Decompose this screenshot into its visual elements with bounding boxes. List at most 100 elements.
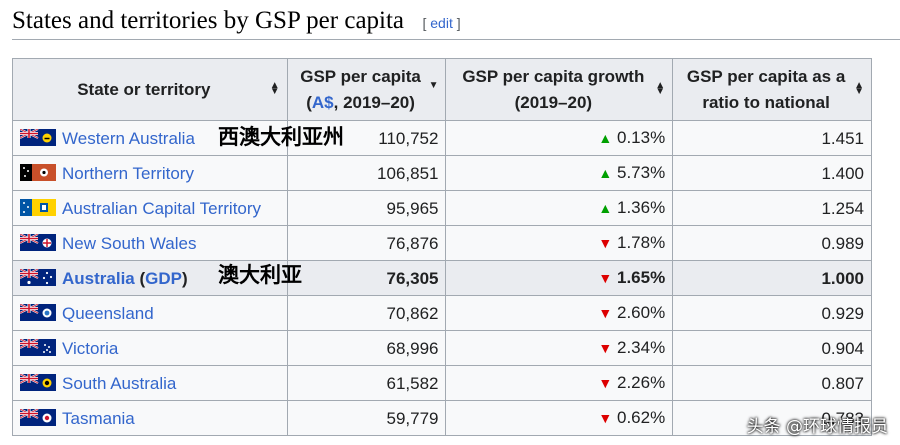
decrease-arrow-icon: ▼ [598, 410, 613, 426]
table-row: Victoria 68,996 ▼ 2.34% 0.904 [12, 330, 872, 366]
region-link[interactable]: Australian Capital Territory [62, 198, 262, 218]
table-row: Western Australia 110,752 ▲ 0.13% 1.451 [12, 120, 872, 156]
ratio-cell: 0.807 [672, 365, 872, 401]
extra-paren-open: ( [134, 268, 146, 288]
header-growth-label: GSP per capita growth (2019–20) [462, 66, 645, 112]
gdp-link[interactable]: GDP [145, 268, 182, 288]
increase-arrow-icon: ▲ [598, 130, 613, 146]
flag-icon [20, 408, 56, 426]
edit-bracket-close: ] [452, 15, 461, 31]
growth-value: 1.78% [616, 233, 666, 252]
gsp-cell: 95,965 [286, 190, 447, 226]
header-ratio-label: GSP per capita as a ratio to national [686, 66, 846, 112]
header-growth[interactable]: GSP per capita growth (2019–20) ▲ ▼ [445, 58, 674, 121]
growth-value: 2.34% [616, 338, 666, 357]
section-title: States and territories by GSP per capita [12, 7, 405, 34]
flag-icon [20, 163, 56, 181]
gsp-cell: 106,851 [286, 155, 447, 191]
decrease-arrow-icon: ▼ [598, 305, 613, 321]
growth-value: 2.60% [616, 303, 666, 322]
decrease-arrow-icon: ▼ [598, 235, 613, 251]
growth-value: 0.62% [616, 408, 666, 427]
australia-chinese-label: 澳大利亚 [218, 263, 302, 287]
header-gsp-paren: ( [306, 92, 312, 112]
state-cell: Northern Territory [12, 155, 288, 191]
region-link[interactable]: Western Australia [62, 128, 195, 148]
state-cell: Australian Capital Territory [12, 190, 288, 226]
ratio-cell: 1.000 [672, 260, 872, 296]
header-ratio[interactable]: GSP per capita as a ratio to national ▲ ▼ [672, 58, 872, 121]
sort-icon[interactable]: ▲ ▼ [655, 80, 666, 97]
growth-cell: ▼ 2.34% [445, 330, 674, 366]
gsp-table: State or territory ▲ ▼ GSP per capita (A$,… [12, 58, 872, 436]
gsp-cell: 76,305 [286, 260, 447, 296]
table-row: Tasmania 59,779 ▼ 0.62% 0.783 [12, 400, 872, 436]
header-gsp-year: , 2019–20) [333, 92, 415, 112]
growth-cell: ▼ 2.26% [445, 365, 674, 401]
header-gsp[interactable]: GSP per capita (A$, 2019–20) ▼ [286, 58, 447, 121]
growth-cell: ▼ 1.65% [445, 260, 674, 296]
sort-icon[interactable]: ▲ ▼ [269, 80, 280, 97]
gsp-cell: 76,876 [286, 225, 447, 261]
ratio-cell: 0.783 [672, 400, 872, 436]
ratio-cell: 1.451 [672, 120, 872, 156]
region-link[interactable]: South Australia [62, 373, 177, 393]
table-row: New South Wales 76,876 ▼ 1.78% 0.989 [12, 225, 872, 261]
currency-link[interactable]: A$ [311, 92, 334, 112]
region-link[interactable]: Australia [62, 268, 135, 288]
increase-arrow-icon: ▲ [598, 165, 613, 181]
growth-cell: ▼ 0.62% [445, 400, 674, 436]
region-link[interactable]: Northern Territory [62, 163, 194, 183]
growth-cell: ▲ 5.73% [445, 155, 674, 191]
increase-arrow-icon: ▲ [598, 200, 613, 216]
growth-value: 5.73% [616, 163, 666, 182]
region-link[interactable]: Victoria [62, 338, 119, 358]
ratio-cell: 0.989 [672, 225, 872, 261]
growth-value: 1.36% [616, 198, 666, 217]
section-heading: States and territories by GSP per capita… [12, 6, 900, 40]
growth-value: 0.13% [616, 128, 666, 147]
header-row: State or territory ▲ ▼ GSP per capita (A$,… [12, 58, 872, 121]
growth-value: 2.26% [616, 373, 666, 392]
region-link[interactable]: Queensland [62, 303, 154, 323]
table-row: Northern Territory 106,851 ▲ 5.73% 1.400 [12, 155, 872, 191]
state-cell: Tasmania [12, 400, 288, 436]
state-cell: Queensland [12, 295, 288, 331]
growth-cell: ▼ 1.78% [445, 225, 674, 261]
region-link[interactable]: Tasmania [62, 408, 135, 428]
flag-icon [20, 128, 56, 146]
gsp-cell: 68,996 [286, 330, 447, 366]
table-row: Queensland 70,862 ▼ 2.60% 0.929 [12, 295, 872, 331]
state-cell: Victoria [12, 330, 288, 366]
flag-icon [20, 338, 56, 356]
watermark: 头条 @环球情报员 [746, 417, 888, 437]
region-link[interactable]: New South Wales [62, 233, 197, 253]
gsp-cell: 59,779 [286, 400, 447, 436]
decrease-arrow-icon: ▼ [598, 375, 613, 391]
sort-icon[interactable]: ▲ ▼ [854, 80, 864, 97]
sort-desc-icon[interactable]: ▼ [428, 80, 439, 91]
growth-cell: ▼ 2.60% [445, 295, 674, 331]
gsp-cell: 70,862 [286, 295, 447, 331]
flag-icon [20, 198, 56, 216]
state-cell: New South Wales [12, 225, 288, 261]
decrease-arrow-icon: ▼ [598, 270, 613, 286]
header-state[interactable]: State or territory ▲ ▼ [12, 58, 288, 121]
table-row: Australia (GDP) 76,305 ▼ 1.65% 1.000 [12, 260, 872, 296]
table-row: South Australia 61,582 ▼ 2.26% 0.807 [12, 365, 872, 401]
state-cell: Western Australia [12, 120, 288, 156]
edit-section: [ edit ] [422, 15, 460, 31]
header-gsp-label: GSP per capita (A$, 2019–20) [300, 64, 433, 116]
edit-link[interactable]: edit [430, 15, 453, 31]
flag-icon [20, 373, 56, 391]
gsp-cell: 110,752 [286, 120, 447, 156]
state-cell: South Australia [12, 365, 288, 401]
flag-icon [20, 303, 56, 321]
ratio-cell: 0.904 [672, 330, 872, 366]
decrease-arrow-icon: ▼ [598, 340, 613, 356]
wa-chinese-label: 西澳大利亚州 [218, 125, 344, 149]
header-gsp-line1: GSP per capita [300, 66, 421, 86]
ratio-cell: 1.254 [672, 190, 872, 226]
growth-cell: ▲ 1.36% [445, 190, 674, 226]
ratio-cell: 0.929 [672, 295, 872, 331]
